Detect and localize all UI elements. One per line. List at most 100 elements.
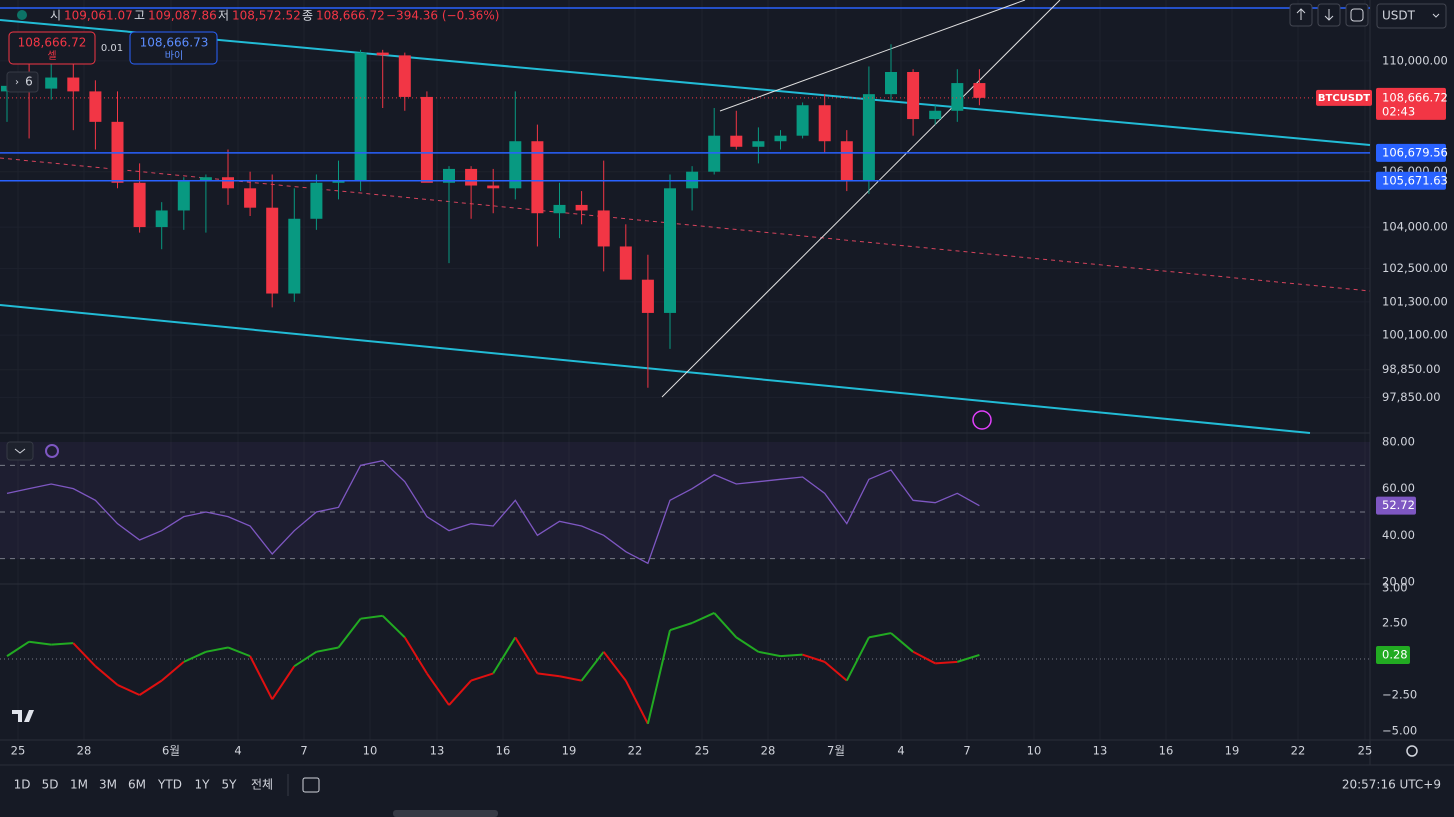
wedge-line <box>719 0 1026 112</box>
open-label: 시 <box>50 9 61 23</box>
timeframe-button[interactable]: 1Y <box>195 778 211 792</box>
x-tick-label: 16 <box>1159 744 1174 758</box>
y-tick-label: 97,850.00 <box>1382 390 1441 404</box>
replay-button[interactable] <box>1345 3 1369 27</box>
osc-tick-label: −5.00 <box>1382 724 1417 738</box>
timeframe-button[interactable]: YTD <box>157 778 182 792</box>
osc-segment <box>624 680 649 725</box>
x-tick-label: 4 <box>234 744 241 758</box>
plot <box>0 41 1370 725</box>
candle-body <box>67 77 80 92</box>
osc-segment <box>360 614 383 620</box>
osc-segment <box>691 612 715 624</box>
timeframe-button[interactable]: 5Y <box>222 778 238 792</box>
osc-tick-label: 2.50 <box>1382 616 1408 630</box>
osc-segment <box>602 651 627 682</box>
osc-segment <box>426 672 450 706</box>
candle-body <box>929 110 942 120</box>
sell-button[interactable] <box>8 31 96 65</box>
price-line-label-bg <box>1376 171 1446 190</box>
osc-segment <box>912 650 936 665</box>
grid <box>0 0 1370 740</box>
rsi-value: 52.72 <box>1382 498 1415 512</box>
candle-body <box>597 210 610 247</box>
osc-segment <box>227 646 251 658</box>
x-tick-label: 10 <box>363 744 378 758</box>
osc-tick-label: −2.50 <box>1382 688 1417 702</box>
timeframe-button[interactable]: 3M <box>99 778 117 792</box>
timeframe-button[interactable]: 5D <box>42 778 59 792</box>
osc-segment <box>51 642 74 646</box>
osc-segment <box>470 672 494 682</box>
y-tick-label: 104,000.00 <box>1382 220 1448 234</box>
candle-body <box>907 72 920 120</box>
timeframe-button[interactable]: 6M <box>128 778 146 792</box>
candle-body <box>266 207 279 294</box>
rsi-icon[interactable] <box>45 444 59 458</box>
symbol-label-bg <box>1316 89 1372 106</box>
open-value: 109,061.07 <box>64 9 133 23</box>
candle-body <box>553 204 566 214</box>
event-icon[interactable] <box>972 410 992 430</box>
rsi-tick-label: 40.00 <box>1382 528 1415 542</box>
osc-segment <box>72 642 97 667</box>
osc-segment <box>845 636 870 682</box>
candle-body <box>177 180 190 211</box>
timeframe-button[interactable]: 전체 <box>251 778 273 792</box>
x-tick-label: 13 <box>430 744 445 758</box>
osc-segment <box>802 653 826 663</box>
osc-segment <box>337 618 362 649</box>
scrollbar[interactable] <box>393 810 498 817</box>
settings-icon[interactable] <box>1406 745 1418 757</box>
y-tick-label: 100,100.00 <box>1382 328 1448 342</box>
rsi-value-bg <box>1376 496 1416 515</box>
osc-segment <box>403 636 428 674</box>
toggle-chevron: › <box>15 77 19 88</box>
osc-segment <box>448 679 472 706</box>
candle-body <box>686 171 699 189</box>
x-tick-label: 7월 <box>827 744 845 758</box>
osc-segment <box>382 615 406 639</box>
candle-body <box>708 135 721 172</box>
x-tick-label: 16 <box>496 744 511 758</box>
close-label: 종 <box>302 9 313 23</box>
osc-segment <box>646 629 671 725</box>
candle-body <box>531 141 544 214</box>
countdown: 02:43 <box>1382 104 1415 118</box>
candle-body <box>575 204 588 211</box>
osc-segment <box>316 646 339 653</box>
osc-segment <box>293 650 317 668</box>
timeframe-button[interactable]: 1M <box>70 778 88 792</box>
wedge-line <box>661 0 1061 398</box>
last-price-label: 108,666.72 <box>1382 90 1448 104</box>
osc-segment <box>580 651 605 682</box>
osc-segment <box>735 636 759 653</box>
indicator-count: 6 <box>25 75 33 89</box>
rsi-band <box>0 442 1370 559</box>
indicators-toggle[interactable] <box>6 71 39 93</box>
osc-value-bg <box>1376 645 1410 664</box>
candle-body <box>354 52 367 180</box>
high-value: 109,087.86 <box>148 9 217 23</box>
buy-button[interactable] <box>129 31 218 65</box>
pane-collapse[interactable] <box>6 441 34 461</box>
candle-body <box>796 105 809 136</box>
high-label: 고 <box>134 9 145 23</box>
change: −394.36 (−0.36%) <box>386 9 499 23</box>
date-range-icon[interactable] <box>302 777 320 793</box>
candle-body <box>487 185 500 189</box>
candle-body <box>420 96 433 183</box>
currency-select[interactable] <box>1376 3 1447 29</box>
candle-body <box>288 218 301 294</box>
candle-body <box>222 177 234 189</box>
osc-segment <box>559 675 582 682</box>
timeframe-button[interactable]: 1D <box>14 778 31 792</box>
candle-body <box>664 188 676 313</box>
rsi-tick-label: 80.00 <box>1382 435 1415 449</box>
osc-segment <box>117 684 141 696</box>
candle-body <box>155 210 168 228</box>
chevron <box>14 448 26 454</box>
candle-body <box>885 72 897 95</box>
arrow-up <box>1296 8 1306 20</box>
osc-segment <box>780 653 803 658</box>
